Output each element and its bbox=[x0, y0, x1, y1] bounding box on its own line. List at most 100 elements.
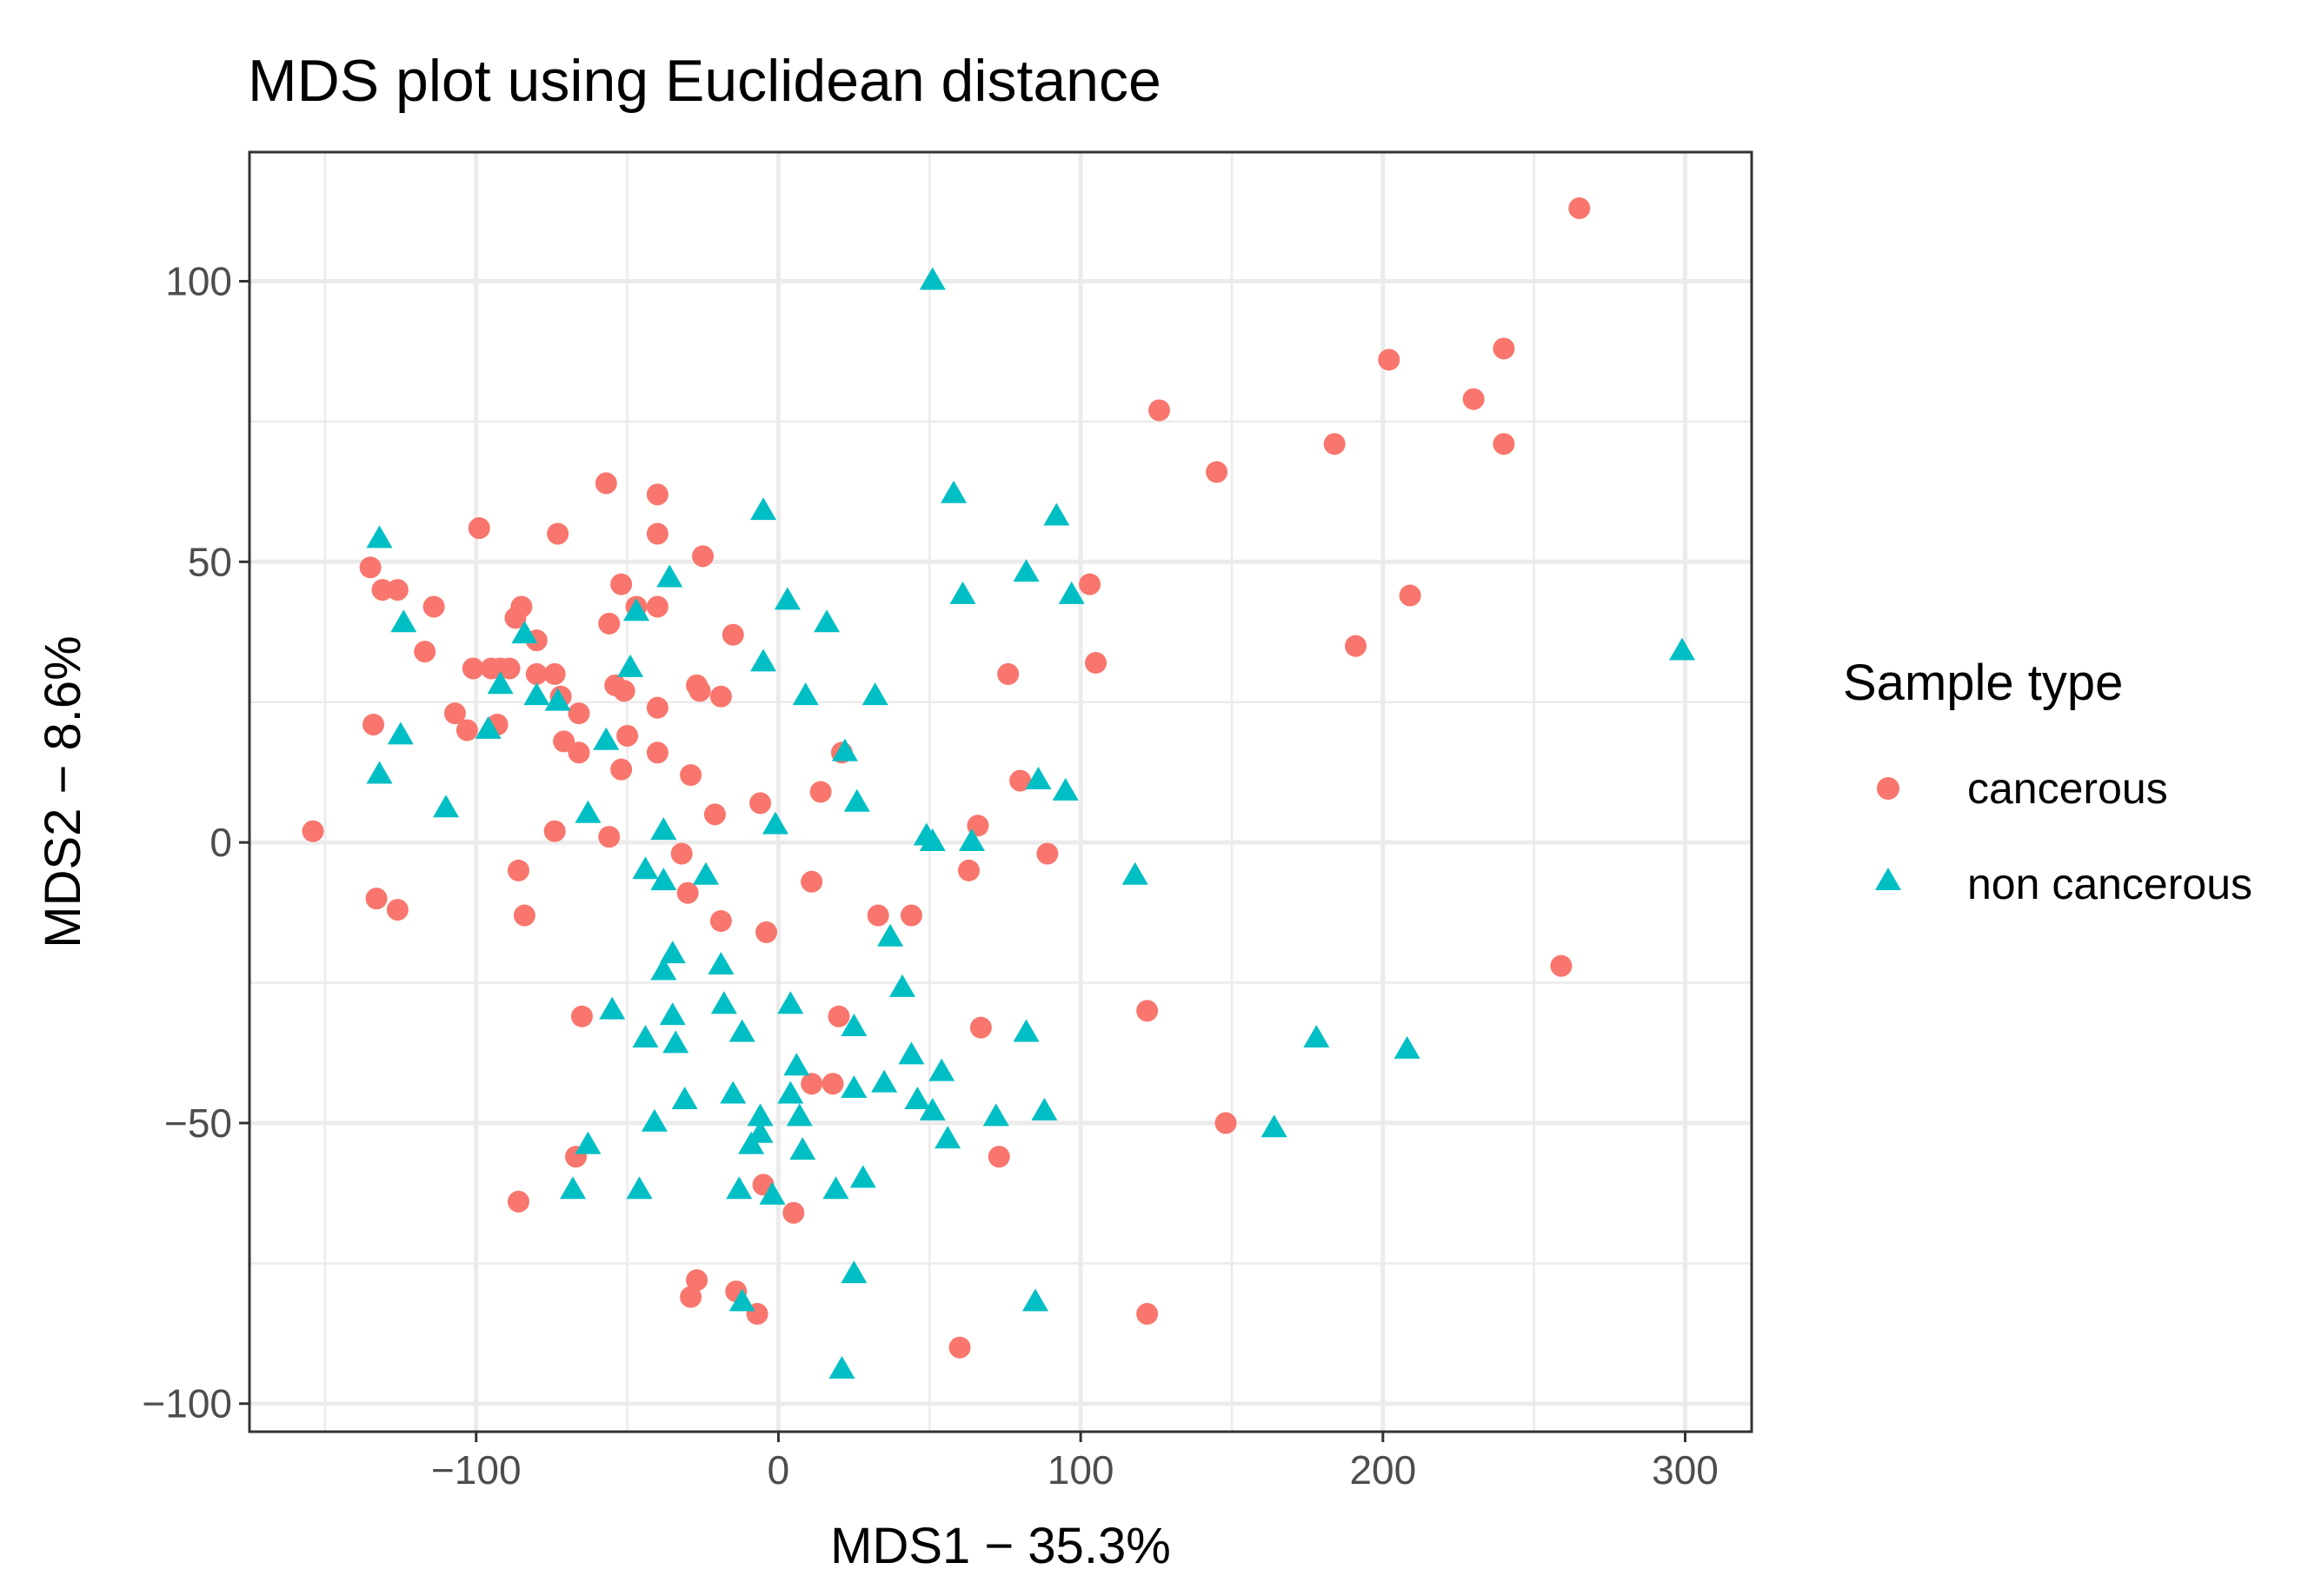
point-cancerous bbox=[801, 870, 823, 893]
point-non-cancerous bbox=[617, 654, 644, 677]
point-non-cancerous bbox=[747, 1103, 774, 1127]
point-cancerous bbox=[568, 702, 590, 725]
point-non-cancerous bbox=[726, 1176, 753, 1200]
point-cancerous bbox=[365, 888, 388, 910]
point-cancerous bbox=[1136, 1000, 1159, 1022]
point-cancerous bbox=[610, 573, 633, 595]
point-cancerous bbox=[386, 899, 409, 921]
point-cancerous bbox=[703, 803, 726, 826]
point-non-cancerous bbox=[641, 1108, 668, 1132]
point-cancerous bbox=[988, 1146, 1010, 1168]
point-non-cancerous bbox=[523, 682, 550, 706]
point-non-cancerous bbox=[1303, 1024, 1330, 1047]
point-non-cancerous bbox=[849, 1165, 876, 1188]
point-non-cancerous bbox=[632, 856, 659, 880]
point-non-cancerous bbox=[750, 497, 777, 521]
point-non-cancerous bbox=[599, 996, 626, 1020]
point-non-cancerous bbox=[575, 800, 602, 823]
point-cancerous bbox=[1323, 433, 1346, 456]
point-cancerous bbox=[507, 1190, 529, 1213]
point-non-cancerous bbox=[693, 861, 720, 885]
point-non-cancerous bbox=[366, 525, 393, 549]
point-cancerous bbox=[709, 909, 732, 932]
point-cancerous bbox=[948, 1336, 971, 1359]
point-non-cancerous bbox=[919, 828, 946, 851]
point-non-cancerous bbox=[783, 1053, 810, 1076]
point-non-cancerous bbox=[831, 738, 858, 761]
point-cancerous bbox=[755, 921, 778, 943]
point-cancerous bbox=[613, 680, 635, 702]
point-non-cancerous bbox=[1669, 637, 1696, 661]
point-non-cancerous bbox=[659, 1002, 686, 1026]
x-axis-ticks: −100 0 100 200 300 bbox=[431, 1432, 1719, 1493]
point-cancerous bbox=[422, 595, 445, 618]
point-cancerous bbox=[510, 595, 533, 618]
point-cancerous bbox=[957, 859, 980, 881]
point-non-cancerous bbox=[841, 1075, 868, 1099]
point-cancerous bbox=[595, 472, 617, 495]
point-cancerous bbox=[1345, 635, 1367, 657]
point-non-cancerous bbox=[1058, 581, 1085, 604]
point-non-cancerous bbox=[593, 727, 620, 750]
point-non-cancerous bbox=[774, 587, 801, 610]
point-non-cancerous bbox=[871, 1069, 898, 1093]
y-axis-title: MDS2 − 8.6% bbox=[35, 635, 91, 948]
point-cancerous bbox=[646, 741, 668, 764]
point-cancerous bbox=[782, 1201, 805, 1224]
y-tick-label: 100 bbox=[165, 258, 232, 303]
legend-label-cancerous: cancerous bbox=[1967, 764, 2168, 813]
point-cancerous bbox=[598, 826, 621, 848]
point-non-cancerous bbox=[1260, 1114, 1287, 1138]
point-cancerous bbox=[688, 680, 711, 702]
point-cancerous bbox=[646, 595, 668, 618]
point-cancerous bbox=[646, 483, 668, 506]
point-cancerous bbox=[676, 881, 699, 904]
point-non-cancerous bbox=[828, 1355, 855, 1379]
point-non-cancerous bbox=[935, 1126, 961, 1149]
point-non-cancerous bbox=[1013, 559, 1040, 582]
point-non-cancerous bbox=[511, 621, 538, 644]
point-non-cancerous bbox=[671, 1086, 698, 1109]
point-cancerous bbox=[670, 842, 693, 865]
legend-label-non-cancerous: non cancerous bbox=[1967, 860, 2252, 908]
point-non-cancerous bbox=[949, 581, 976, 604]
point-cancerous bbox=[722, 623, 744, 646]
point-non-cancerous bbox=[843, 788, 870, 812]
point-non-cancerous bbox=[728, 1288, 755, 1312]
legend: Sample type cancerous non cancerous bbox=[1843, 655, 2252, 908]
point-non-cancerous bbox=[544, 688, 571, 711]
point-cancerous bbox=[749, 792, 772, 815]
point-non-cancerous bbox=[822, 1176, 849, 1200]
point-non-cancerous bbox=[650, 868, 677, 891]
point-non-cancerous bbox=[650, 817, 677, 841]
point-cancerous bbox=[616, 724, 639, 747]
point-non-cancerous bbox=[708, 952, 735, 975]
point-non-cancerous bbox=[889, 974, 916, 997]
point-cancerous bbox=[821, 1073, 844, 1095]
point-cancerous bbox=[1214, 1112, 1237, 1134]
point-cancerous bbox=[1136, 1302, 1159, 1325]
x-tick-label: 300 bbox=[1652, 1447, 1719, 1493]
point-cancerous bbox=[997, 662, 1020, 685]
point-non-cancerous bbox=[958, 828, 985, 851]
x-tick-label: −100 bbox=[431, 1447, 522, 1493]
point-non-cancerous bbox=[898, 1041, 925, 1065]
legend-key-circle-icon bbox=[1877, 777, 1899, 800]
point-non-cancerous bbox=[777, 1081, 804, 1104]
point-non-cancerous bbox=[792, 682, 819, 706]
y-tick-label: −50 bbox=[164, 1101, 232, 1146]
point-non-cancerous bbox=[1393, 1035, 1420, 1059]
point-non-cancerous bbox=[941, 480, 968, 503]
point-non-cancerous bbox=[789, 1137, 816, 1160]
point-non-cancerous bbox=[387, 722, 414, 745]
point-cancerous bbox=[359, 556, 382, 579]
point-non-cancerous bbox=[919, 1097, 946, 1121]
point-non-cancerous bbox=[728, 1019, 755, 1042]
point-cancerous bbox=[709, 685, 732, 708]
point-cancerous bbox=[1462, 388, 1485, 410]
point-non-cancerous bbox=[475, 715, 502, 739]
point-cancerous bbox=[1148, 399, 1171, 422]
point-non-cancerous bbox=[750, 648, 777, 672]
point-cancerous bbox=[969, 1016, 992, 1039]
